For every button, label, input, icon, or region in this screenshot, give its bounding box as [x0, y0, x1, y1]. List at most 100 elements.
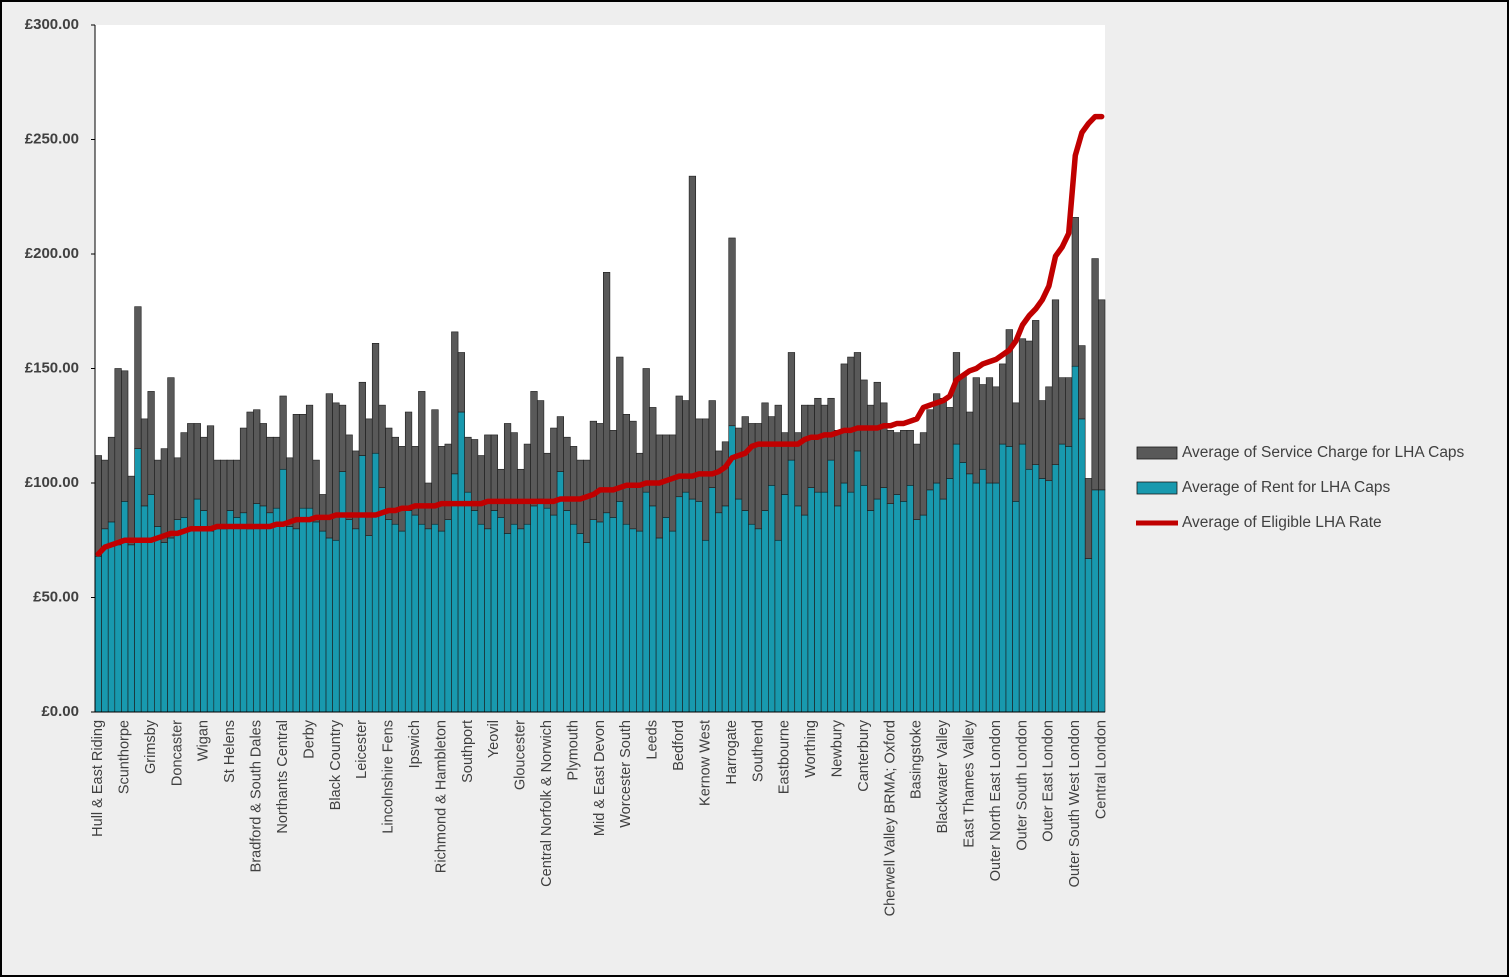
bar-segment	[233, 517, 241, 713]
x-tick-label: Scunthorpe	[117, 720, 133, 794]
bar-segment	[451, 473, 459, 713]
bar-segment	[233, 459, 241, 518]
bar-segment	[325, 537, 333, 713]
bar-segment	[972, 377, 980, 484]
bar-segment	[451, 331, 459, 475]
bar-segment	[510, 432, 518, 525]
bar-segment	[365, 535, 373, 713]
x-tick-label: Outer South London	[1014, 720, 1030, 851]
bar-segment	[886, 430, 895, 504]
bar-segment	[741, 416, 749, 511]
bar-segment	[226, 510, 234, 713]
bar-segment	[1084, 558, 1093, 713]
bar-segment	[688, 175, 697, 500]
bar-segment	[787, 352, 796, 461]
bar-segment	[695, 501, 703, 713]
bar-segment	[107, 521, 116, 713]
bar-segment	[596, 521, 604, 713]
bar-segment	[569, 523, 578, 713]
bar-segment	[695, 418, 703, 502]
bar-segment	[787, 459, 796, 713]
bar-segment	[332, 402, 340, 541]
bar-segment	[292, 413, 300, 530]
bar-segment	[735, 427, 743, 500]
bar-segment	[939, 397, 947, 500]
bar-segment	[926, 489, 934, 713]
bar-segment	[768, 484, 776, 713]
bar-segment	[1091, 489, 1099, 713]
bar-segment	[781, 494, 789, 713]
bar-segment	[834, 430, 842, 507]
bar-segment	[121, 370, 129, 502]
bar-segment	[101, 528, 109, 713]
y-tick-label: £200.00	[25, 245, 79, 262]
bar-segment	[220, 459, 228, 530]
bar-segment	[173, 519, 182, 713]
bar-segment	[523, 523, 531, 713]
bar-segment	[979, 468, 987, 713]
bar-segment	[840, 363, 848, 484]
bar-segment	[609, 517, 617, 713]
bar-segment	[299, 507, 307, 713]
x-tick-label: Outer South West London	[1067, 720, 1083, 887]
bar-segment	[919, 432, 928, 516]
bar-segment	[959, 375, 967, 463]
bar-segment	[1091, 258, 1099, 491]
bar-segment	[1098, 299, 1106, 491]
bar-segment	[847, 491, 855, 713]
bar-segment	[1078, 345, 1086, 420]
bar-segment	[715, 512, 723, 713]
bar-segment	[900, 430, 908, 502]
bar-segment	[840, 482, 848, 713]
bar-segment	[457, 352, 465, 413]
y-tick-label: £100.00	[25, 474, 79, 491]
bar-segment	[470, 439, 479, 511]
bar-segment	[946, 407, 954, 479]
bar-segment	[926, 409, 934, 491]
bar-segment	[1045, 480, 1053, 713]
bar-segment	[391, 523, 399, 713]
bar-segment	[140, 418, 149, 507]
bar-segment	[814, 397, 822, 493]
bar-segment	[820, 404, 829, 493]
bar-segment	[629, 528, 637, 713]
bar-segment	[167, 377, 175, 539]
bar-segment	[655, 537, 664, 713]
x-tick-label: Outer East London	[1041, 720, 1057, 842]
bar-segment	[820, 491, 829, 713]
bar-segment	[669, 434, 677, 532]
bar-segment	[906, 430, 914, 486]
x-tick-label: Richmond & Hambleton	[433, 720, 449, 873]
bar-segment	[774, 539, 782, 713]
legend-swatch	[1136, 446, 1178, 460]
bar-segment	[880, 402, 888, 488]
bar-segment	[985, 377, 994, 484]
x-tick-label: St Helens	[222, 720, 238, 783]
bar-segment	[418, 391, 426, 525]
bar-segment	[398, 446, 406, 532]
bar-segment	[642, 491, 650, 713]
bar-segment	[464, 436, 472, 493]
bar-segment	[1045, 386, 1053, 482]
bar-segment	[536, 400, 545, 500]
bar-segment	[1065, 446, 1073, 713]
x-tick-label: Bradford & South Dales	[249, 720, 265, 872]
bar-segment	[688, 498, 697, 713]
bar-segment	[299, 413, 307, 509]
bar-segment	[576, 533, 584, 713]
x-tick-label: Outer North East London	[988, 720, 1004, 881]
bar-segment	[972, 482, 980, 713]
bar-segment	[946, 478, 954, 713]
bar-segment	[682, 491, 690, 713]
bar-segment	[992, 386, 1000, 484]
bar-segment	[444, 443, 452, 520]
bar-segment	[1032, 320, 1040, 465]
bar-segment	[371, 343, 380, 454]
bar-segment	[279, 395, 287, 470]
bar-segment	[286, 457, 294, 527]
bar-segment	[880, 487, 888, 713]
bar-segment	[444, 519, 452, 713]
bar-segment	[1051, 464, 1060, 713]
bar-segment	[286, 526, 294, 713]
y-tick-label: £0.00	[41, 703, 79, 720]
